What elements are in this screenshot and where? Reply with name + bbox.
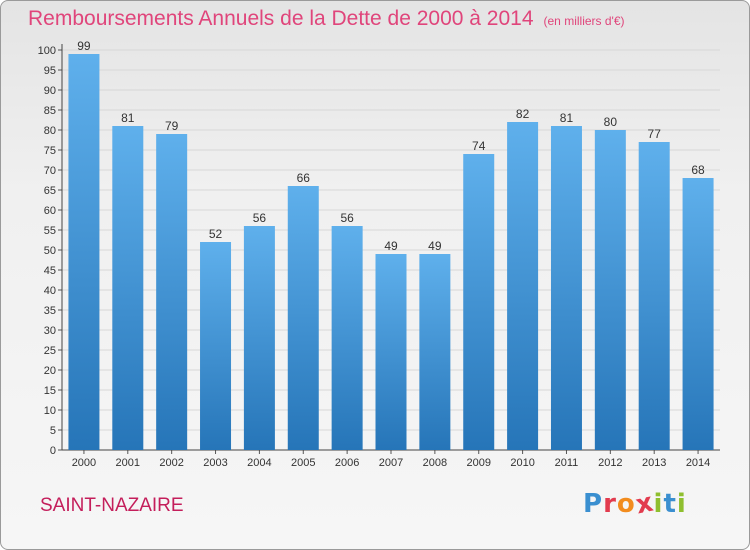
y-tick-label: 55 (44, 225, 56, 237)
data-label-2002: 79 (165, 119, 179, 133)
x-tick-label-2010: 2010 (510, 457, 534, 469)
data-label-2001: 81 (121, 111, 135, 125)
x-tick-label-2000: 2000 (72, 457, 96, 469)
logo-letter: r (603, 489, 617, 519)
y-tick-labels: 0 5 10 15 20 25 30 35 40 45 50 55 60 65 70 75 80 85 90 95 10… (38, 45, 56, 457)
x-tick-label-2004: 2004 (247, 457, 271, 469)
x-tick-label-2008: 2008 (423, 457, 447, 469)
y-tick-label: 5 (50, 425, 56, 437)
y-tick-label: 30 (44, 325, 56, 337)
data-label-2012: 80 (604, 115, 618, 129)
x-tick-label-2007: 2007 (379, 457, 403, 469)
chart-subtitle: (en milliers d'€) (543, 14, 625, 28)
logo-letter: i (676, 489, 687, 519)
data-label-2007: 49 (384, 239, 398, 253)
data-label-2005: 66 (297, 171, 311, 185)
bar-2009 (463, 154, 495, 450)
bar-2000 (68, 54, 100, 450)
y-tick-label: 60 (44, 205, 56, 217)
y-tick-label: 0 (50, 445, 56, 457)
y-tick-label: 75 (44, 145, 56, 157)
y-tick-label: 70 (44, 165, 56, 177)
bar-2011 (550, 126, 582, 450)
y-tick-label: 80 (44, 125, 56, 137)
y-tick-label: 25 (44, 345, 56, 357)
bar-2007 (375, 254, 407, 450)
y-tick-label: 100 (38, 45, 56, 57)
y-tick-label: 95 (44, 65, 56, 77)
bar-2001 (112, 126, 144, 450)
data-label-2006: 56 (340, 211, 354, 225)
logo-letter: o (616, 489, 636, 519)
x-tick-label-2005: 2005 (291, 457, 315, 469)
x-tick-label-2003: 2003 (203, 457, 227, 469)
city-name: SAINT-NAZAIRE (40, 495, 184, 516)
y-tick-label: 35 (44, 305, 56, 317)
y-tick-label: 50 (44, 245, 56, 257)
bar-2014 (682, 178, 714, 450)
bars: 99 81 79 52 56 66 56 49 49 74 82 81 80 77 68 (68, 39, 714, 450)
chart-title-text: Remboursements Annuels de la Dette de 20… (28, 7, 534, 30)
logo-letter: P (583, 489, 604, 519)
proxiti-logo[interactable]: Proxiti (583, 487, 687, 520)
x-tick-label-2012: 2012 (598, 457, 622, 469)
x-tick-labels: 2000 2001 2002 2003 2004 2005 2006 2007 2008 2009… (72, 457, 711, 469)
bar-2012 (594, 130, 626, 450)
y-tick-label: 15 (44, 385, 56, 397)
bar-2010 (507, 122, 539, 450)
x-tick-label-2013: 2013 (642, 457, 666, 469)
logo-letter: t (663, 489, 677, 519)
y-tick-label: 40 (44, 285, 56, 297)
chart-title: Remboursements Annuels de la Dette de 20… (28, 7, 625, 31)
data-label-2008: 49 (428, 239, 442, 253)
x-tick-label-2006: 2006 (335, 457, 359, 469)
y-tick-label: 65 (44, 185, 56, 197)
x-tick-label-2002: 2002 (159, 457, 183, 469)
bar-2004 (243, 226, 275, 450)
y-tick-label: 45 (44, 265, 56, 277)
bar-2005 (287, 186, 319, 450)
data-label-2011: 81 (560, 111, 574, 125)
y-tick-label: 10 (44, 405, 56, 417)
data-label-2013: 77 (648, 127, 662, 141)
data-label-2004: 56 (253, 211, 267, 225)
x-tick-label-2011: 2011 (555, 457, 579, 469)
data-label-2003: 52 (209, 227, 223, 241)
x-tick-label-2014: 2014 (686, 457, 710, 469)
x-tick-label-2001: 2001 (116, 457, 140, 469)
data-label-2009: 74 (472, 139, 486, 153)
y-tick-label: 85 (44, 105, 56, 117)
y-tick-label: 90 (44, 85, 56, 97)
logo-letter: i (653, 489, 664, 519)
data-label-2014: 68 (691, 163, 705, 177)
bar-2008 (419, 254, 451, 450)
bar-2006 (331, 226, 363, 450)
y-tick-label: 20 (44, 365, 56, 377)
data-label-2000: 99 (77, 39, 91, 53)
x-tick-label-2009: 2009 (466, 457, 490, 469)
bar-2003 (200, 242, 232, 450)
data-label-2010: 82 (516, 107, 530, 121)
bar-2013 (638, 142, 670, 450)
bar-2002 (156, 134, 188, 450)
